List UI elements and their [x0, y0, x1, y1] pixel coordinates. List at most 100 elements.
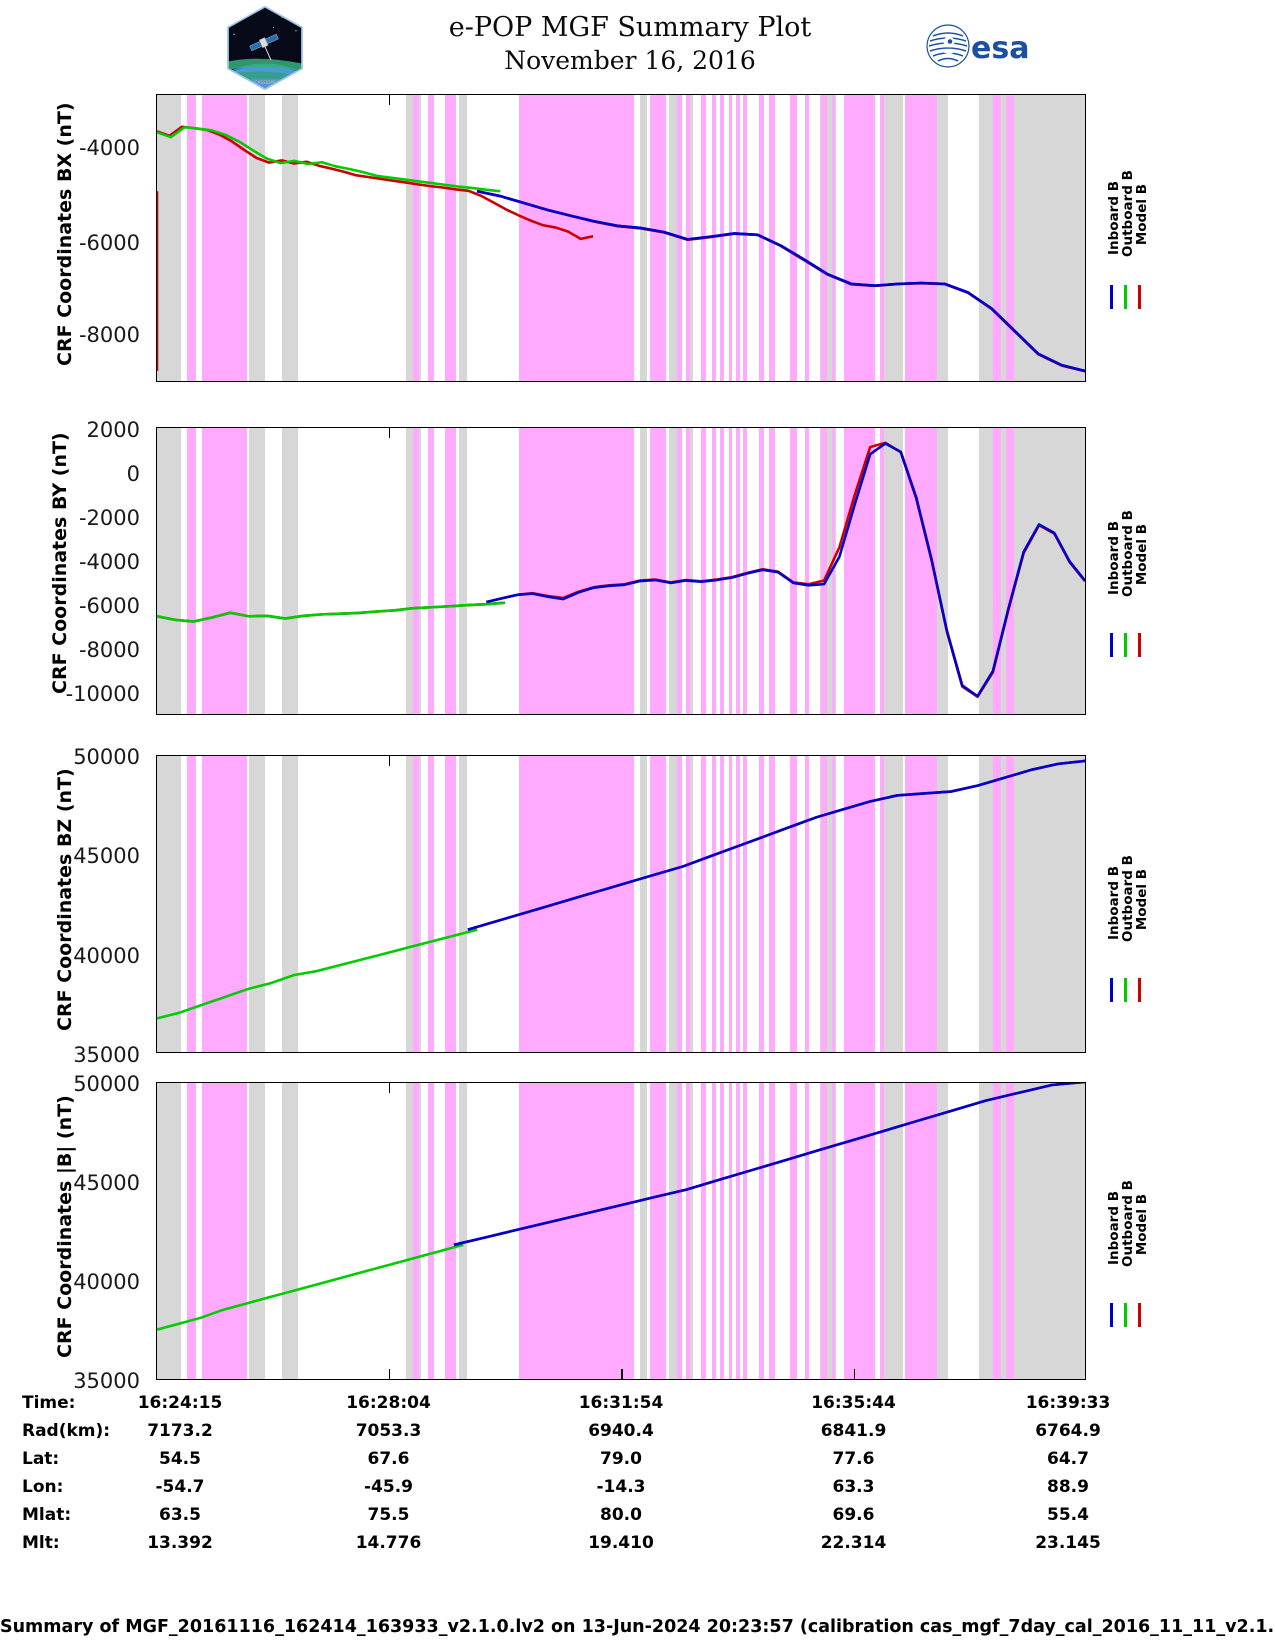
- x-tick-mark: [388, 755, 391, 766]
- trace-line: [157, 601, 506, 623]
- legend-label-model-b: Model B: [1134, 524, 1150, 586]
- esa-wordmark: esa: [971, 31, 1029, 66]
- bx-ytick-2: -8000: [78, 323, 140, 347]
- legend-swatch-inboard-b: [1110, 1303, 1113, 1327]
- shade-band-grey: [157, 428, 182, 714]
- bz-ytick-3: 35000: [73, 1043, 140, 1067]
- table-cell: 16:24:15: [137, 1393, 223, 1413]
- shade-band-pink: [685, 428, 690, 714]
- trace-line: [157, 928, 478, 1020]
- shade-band-pink: [804, 95, 810, 381]
- shade-band-grey: [640, 95, 647, 381]
- by-ytick-1: 0: [126, 462, 140, 486]
- legend-swatch-outboard-b: [1124, 285, 1127, 309]
- table-cell: 19.410: [588, 1533, 654, 1553]
- shade-band-pink: [649, 95, 667, 381]
- legend-bz-labels: Inboard B Outboard B Model B: [1100, 835, 1180, 985]
- babs-axis-label: CRF Coordinates |B| (nT): [54, 1095, 76, 1358]
- legend-by-labels: Inboard B Outboard B Model B: [1100, 490, 1180, 640]
- shade-band-pink: [993, 756, 1001, 1052]
- shade-band-pink: [202, 428, 247, 714]
- table-cell: 88.9: [1047, 1477, 1089, 1497]
- x-tick-mark: [388, 94, 391, 105]
- shade-band-pink: [879, 1083, 884, 1379]
- legend-swatch-outboard-b: [1124, 978, 1127, 1002]
- shade-band-pink: [789, 756, 798, 1052]
- shade-band-grey: [458, 428, 467, 714]
- shade-band-pink: [518, 1083, 634, 1379]
- legend-babs-swatches: [1100, 1303, 1180, 1329]
- shade-band-pink: [711, 428, 716, 714]
- shade-band-pink: [821, 756, 827, 1052]
- table-cell: 6841.9: [820, 1421, 887, 1441]
- shade-band-pink: [743, 95, 748, 381]
- shade-band-pink: [879, 95, 884, 381]
- table-cell: 14.776: [355, 1533, 422, 1553]
- shade-band-pink: [769, 95, 776, 381]
- babs-ytick-2: 40000: [73, 1270, 140, 1294]
- shade-band-pink: [720, 428, 724, 714]
- legend-swatch-model-b: [1138, 285, 1141, 309]
- table-row: Mlt: 13.392 14.776 19.410 22.314 23.145: [0, 1533, 1275, 1559]
- table-cell: -14.3: [596, 1477, 646, 1497]
- cassiope-logo-text: CASSIOPE: [254, 80, 276, 86]
- shade-band-pink: [444, 1083, 456, 1379]
- panel-by: [156, 427, 1086, 715]
- babs-ytick-1: 45000: [73, 1171, 140, 1195]
- shade-band-pink: [413, 756, 419, 1052]
- shade-band-pink: [879, 428, 884, 714]
- bz-trace-lines: [157, 759, 1085, 1020]
- shade-band-pink: [831, 428, 836, 714]
- trace-line: [157, 125, 594, 241]
- table-cell: 69.6: [832, 1505, 875, 1525]
- shade-band-grey: [687, 1083, 694, 1379]
- shade-band-grey: [282, 95, 299, 381]
- by-ytick-3: -4000: [78, 550, 140, 574]
- by-ytick-6: -10000: [65, 682, 140, 706]
- shade-band-pink: [1006, 756, 1014, 1052]
- by-ytick-2: -2000: [78, 506, 140, 530]
- shade-band-grey: [669, 756, 681, 1052]
- table-cell: 22.314: [820, 1533, 887, 1553]
- legend-swatch-outboard-b: [1124, 633, 1127, 657]
- shade-band-pink: [427, 756, 435, 1052]
- shade-band-pink: [711, 756, 716, 1052]
- shade-band-pink: [1006, 95, 1014, 381]
- shade-band-pink: [821, 1083, 827, 1379]
- table-row-label: Mlat:: [22, 1505, 72, 1525]
- trace-line: [157, 125, 501, 193]
- trace-line: [453, 1083, 1085, 1247]
- shade-band-pink: [649, 756, 667, 1052]
- legend-bx-labels: Inboard B Outboard B Model B: [1100, 150, 1180, 300]
- bz-ytick-1: 45000: [73, 844, 140, 868]
- shade-band-pink: [843, 1083, 876, 1379]
- shade-band-pink: [711, 95, 716, 381]
- shade-band-pink: [728, 756, 733, 1052]
- panel-bx: [156, 94, 1086, 382]
- shade-band-pink: [843, 95, 876, 381]
- table-cell: 63.3: [832, 1477, 875, 1497]
- page-title: e-POP MGF Summary Plot November 16, 2016: [330, 10, 930, 78]
- shade-band-pink: [769, 1083, 776, 1379]
- table-row-label: Mlt:: [22, 1533, 60, 1553]
- legend-swatch-outboard-b: [1124, 1303, 1127, 1327]
- table-cell: 7173.2: [147, 1421, 213, 1441]
- shade-band-pink: [518, 756, 634, 1052]
- shade-band-pink: [676, 1083, 683, 1379]
- legend-label-model-b: Model B: [1134, 184, 1150, 246]
- shade-band-pink: [518, 428, 634, 714]
- bz-ytick-0: 50000: [73, 745, 140, 769]
- by-axis-label: CRF Coordinates BY (nT): [49, 432, 71, 694]
- x-tick-mark: [388, 1369, 391, 1380]
- legend-label-model-b: Model B: [1134, 1194, 1150, 1256]
- shade-band-pink: [993, 428, 1001, 714]
- shade-band-grey: [880, 95, 904, 381]
- shade-band-pink: [444, 756, 456, 1052]
- shade-band-pink: [759, 1083, 764, 1379]
- table-cell: 23.145: [1035, 1533, 1101, 1553]
- shade-band-pink: [831, 95, 836, 381]
- shade-band-pink: [789, 428, 798, 714]
- table-cell: 75.5: [367, 1505, 410, 1525]
- shade-band-pink: [685, 1083, 690, 1379]
- shade-band-grey: [157, 756, 182, 1052]
